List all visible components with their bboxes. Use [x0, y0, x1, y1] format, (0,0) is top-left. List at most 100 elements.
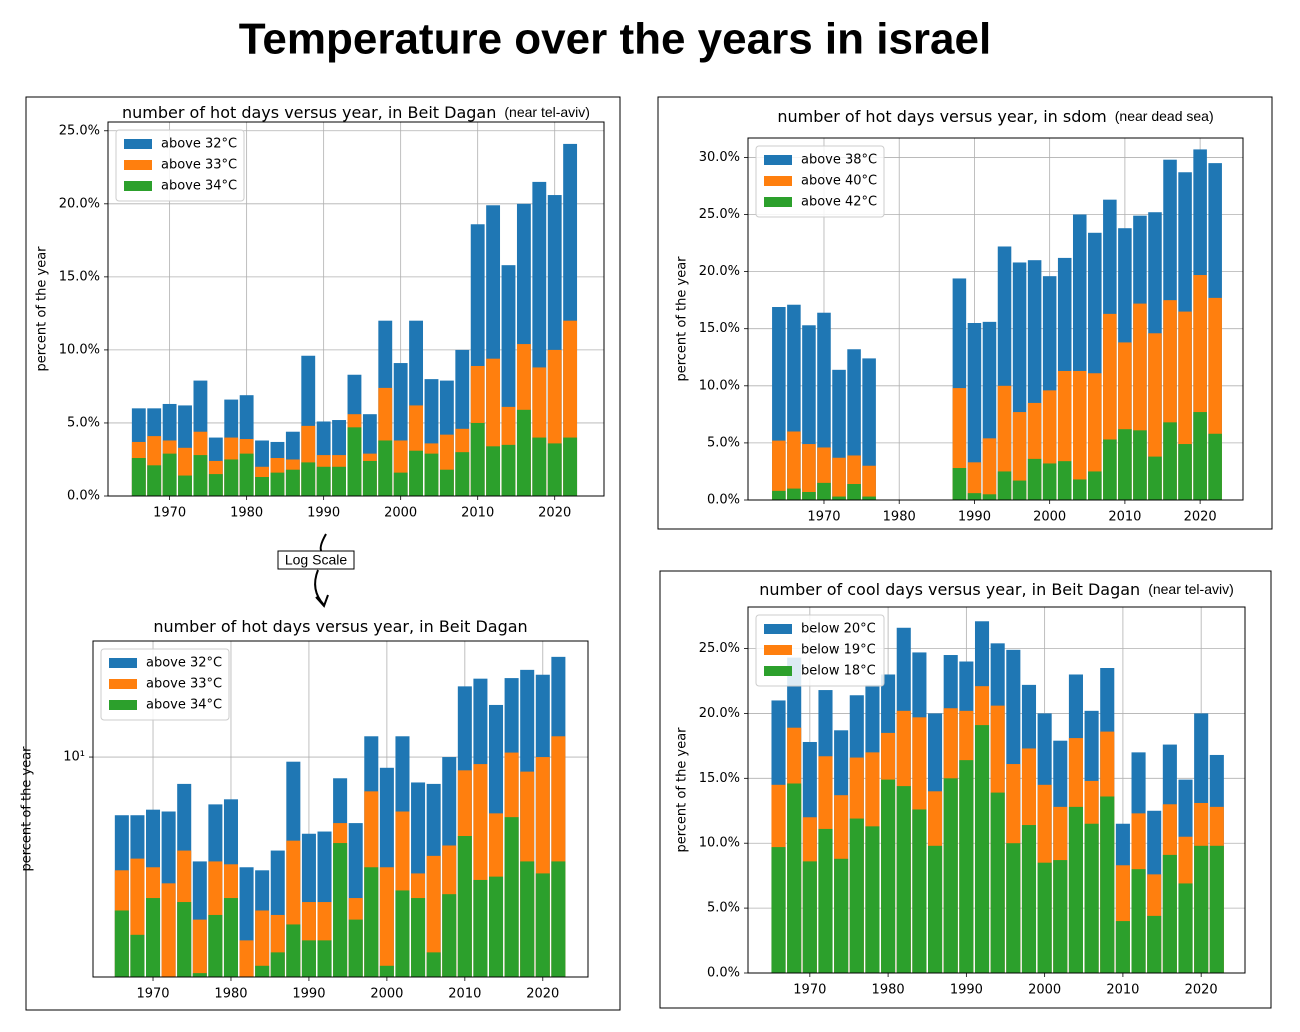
bar	[1163, 422, 1177, 500]
bar	[348, 919, 363, 977]
bar	[162, 977, 176, 981]
bar	[802, 861, 817, 973]
bar	[1162, 854, 1177, 973]
bar	[862, 358, 876, 500]
chart-title: number of cool days versus year, in Beit…	[759, 580, 1234, 599]
bar	[378, 440, 393, 496]
legend-label: above 34°C	[161, 179, 237, 194]
x-tick-label: 2010	[1108, 510, 1141, 525]
bar	[547, 443, 562, 496]
panel-frame	[657, 96, 1273, 530]
y-axis-label: percent of the year	[675, 256, 690, 382]
y-tick-label: 5.0%	[707, 435, 740, 450]
bar	[177, 902, 192, 977]
x-tick-label: 2020	[526, 987, 559, 1002]
bar	[270, 472, 285, 496]
bar	[147, 465, 162, 496]
legend-label: above 32°C	[146, 656, 222, 671]
x-tick-label: 1990	[958, 510, 991, 525]
bar	[818, 828, 833, 973]
panel-frame	[25, 96, 621, 1011]
chart: number of hot days versus year, in sdom (…	[675, 107, 1244, 525]
y-tick-label: 30.0%	[699, 150, 740, 165]
y-tick-label: 5.0%	[67, 415, 100, 430]
legend-label: below 20°C	[801, 622, 876, 637]
chart-title-note: (near tel-aviv)	[504, 104, 590, 120]
bar	[301, 940, 316, 977]
bar	[131, 458, 146, 496]
x-tick-label: 1990	[307, 506, 340, 521]
bar	[489, 876, 504, 977]
legend-swatch	[124, 139, 152, 149]
bar	[772, 440, 786, 500]
x-tick-label: 1990	[292, 987, 325, 1002]
bar	[1118, 429, 1132, 500]
annotation: Log Scale	[285, 552, 347, 568]
bar	[1072, 479, 1087, 500]
bar	[1042, 463, 1057, 500]
axes-frame	[747, 606, 1246, 974]
bar	[881, 779, 896, 973]
chart: number of cool days versus year, in Beit…	[675, 580, 1246, 998]
x-tick-label: 2000	[1028, 983, 1061, 998]
bars	[772, 149, 1222, 500]
bar	[409, 450, 424, 496]
bar	[411, 898, 426, 977]
bar	[896, 786, 911, 973]
bar	[473, 879, 488, 977]
y-tick-label: 0.0%	[707, 966, 740, 981]
bar	[178, 475, 192, 496]
y-tick-label: 15.0%	[699, 321, 740, 336]
legend-swatch	[764, 624, 792, 634]
bar	[787, 488, 801, 500]
axes-frame	[107, 121, 605, 497]
x-tick-label: 1980	[883, 510, 916, 525]
bar	[1027, 458, 1042, 500]
bar	[286, 924, 301, 977]
bar	[301, 462, 316, 496]
x-tick-label: 2000	[384, 506, 417, 521]
legend-swatch	[109, 700, 137, 710]
bar	[192, 919, 207, 977]
bar	[990, 792, 1005, 973]
legend-label: above 38°C	[801, 153, 877, 168]
bar	[424, 453, 439, 496]
x-tick-label: 2020	[1185, 983, 1218, 998]
bar	[1012, 412, 1027, 500]
bar	[455, 452, 470, 496]
bar	[161, 883, 176, 977]
chart: number of hot days versus year, in Beit …	[35, 103, 605, 521]
legend-label: above 34°C	[146, 698, 222, 713]
bar	[379, 867, 394, 977]
y-tick-label: 25.0%	[699, 207, 740, 222]
chart-title-text: number of hot days versus year, in sdom	[777, 107, 1106, 126]
x-tick-label: 1990	[950, 983, 983, 998]
legend-swatch	[764, 176, 792, 186]
bar	[239, 940, 254, 977]
bar	[317, 940, 332, 977]
bar	[364, 867, 379, 977]
bar	[270, 952, 285, 977]
bar	[362, 460, 377, 496]
bar	[1178, 444, 1192, 500]
bar	[865, 826, 880, 973]
bar	[1057, 461, 1072, 500]
bar	[442, 894, 457, 977]
legend-swatch	[764, 155, 792, 165]
y-tick-label: 10.0%	[59, 342, 100, 357]
y-tick-label: 5.0%	[707, 901, 740, 916]
bar	[426, 952, 441, 977]
bar	[974, 725, 990, 973]
bar	[1209, 845, 1224, 973]
x-tick-label: 2000	[370, 987, 403, 1002]
bar	[1053, 860, 1068, 973]
bar	[982, 494, 997, 500]
bar	[393, 472, 408, 496]
y-axis-label: percent of the year	[20, 746, 35, 872]
bar	[457, 836, 472, 977]
bar	[1021, 825, 1037, 973]
bar	[771, 847, 786, 973]
bars	[771, 621, 1224, 973]
bars	[114, 656, 566, 981]
chart-title-text: number of hot days versus year, in Beit …	[122, 103, 496, 122]
